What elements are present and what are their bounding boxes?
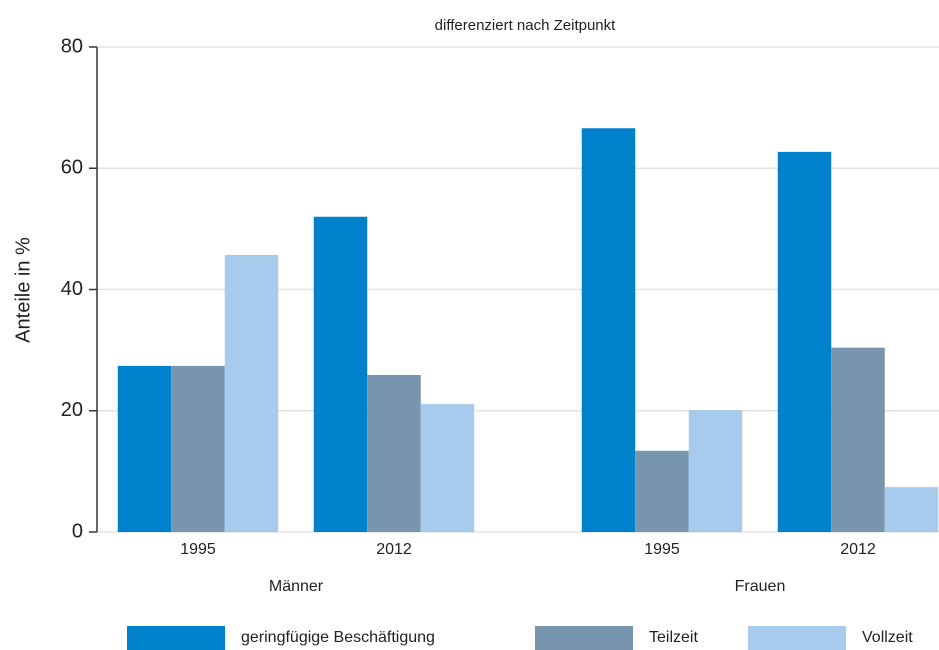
bar — [688, 410, 743, 532]
x-tick-label: 2012 — [840, 541, 876, 558]
group-label: Frauen — [735, 578, 786, 595]
bar — [367, 374, 421, 532]
bar — [581, 128, 636, 533]
legend-label: geringfügige Beschäftigung — [241, 629, 435, 646]
bar — [831, 347, 885, 532]
group-label: Männer — [269, 578, 324, 595]
bar — [313, 216, 368, 532]
legend-swatch — [535, 626, 633, 650]
y-tick-label: 20 — [61, 399, 83, 421]
legend-swatch — [127, 626, 225, 650]
bar — [117, 365, 172, 532]
x-tick-label: 1995 — [644, 541, 680, 558]
chart-title: differenziert nach Zeitpunkt — [435, 17, 616, 34]
legend-swatch — [748, 626, 846, 650]
bar — [884, 487, 939, 532]
bar — [777, 151, 832, 532]
y-tick-label: 0 — [72, 520, 83, 542]
y-tick-label: 80 — [61, 35, 83, 57]
x-tick-label: 1995 — [180, 541, 216, 558]
bar — [171, 365, 225, 532]
bar — [420, 404, 475, 532]
y-tick-label: 60 — [61, 157, 83, 179]
bar — [635, 450, 689, 532]
y-axis-label: Anteile in % — [12, 237, 34, 343]
legend-label: Vollzeit — [862, 629, 913, 646]
legend-label: Teilzeit — [649, 629, 698, 646]
x-tick-label: 2012 — [376, 541, 412, 558]
y-tick-label: 40 — [61, 278, 83, 300]
bar — [224, 254, 279, 532]
